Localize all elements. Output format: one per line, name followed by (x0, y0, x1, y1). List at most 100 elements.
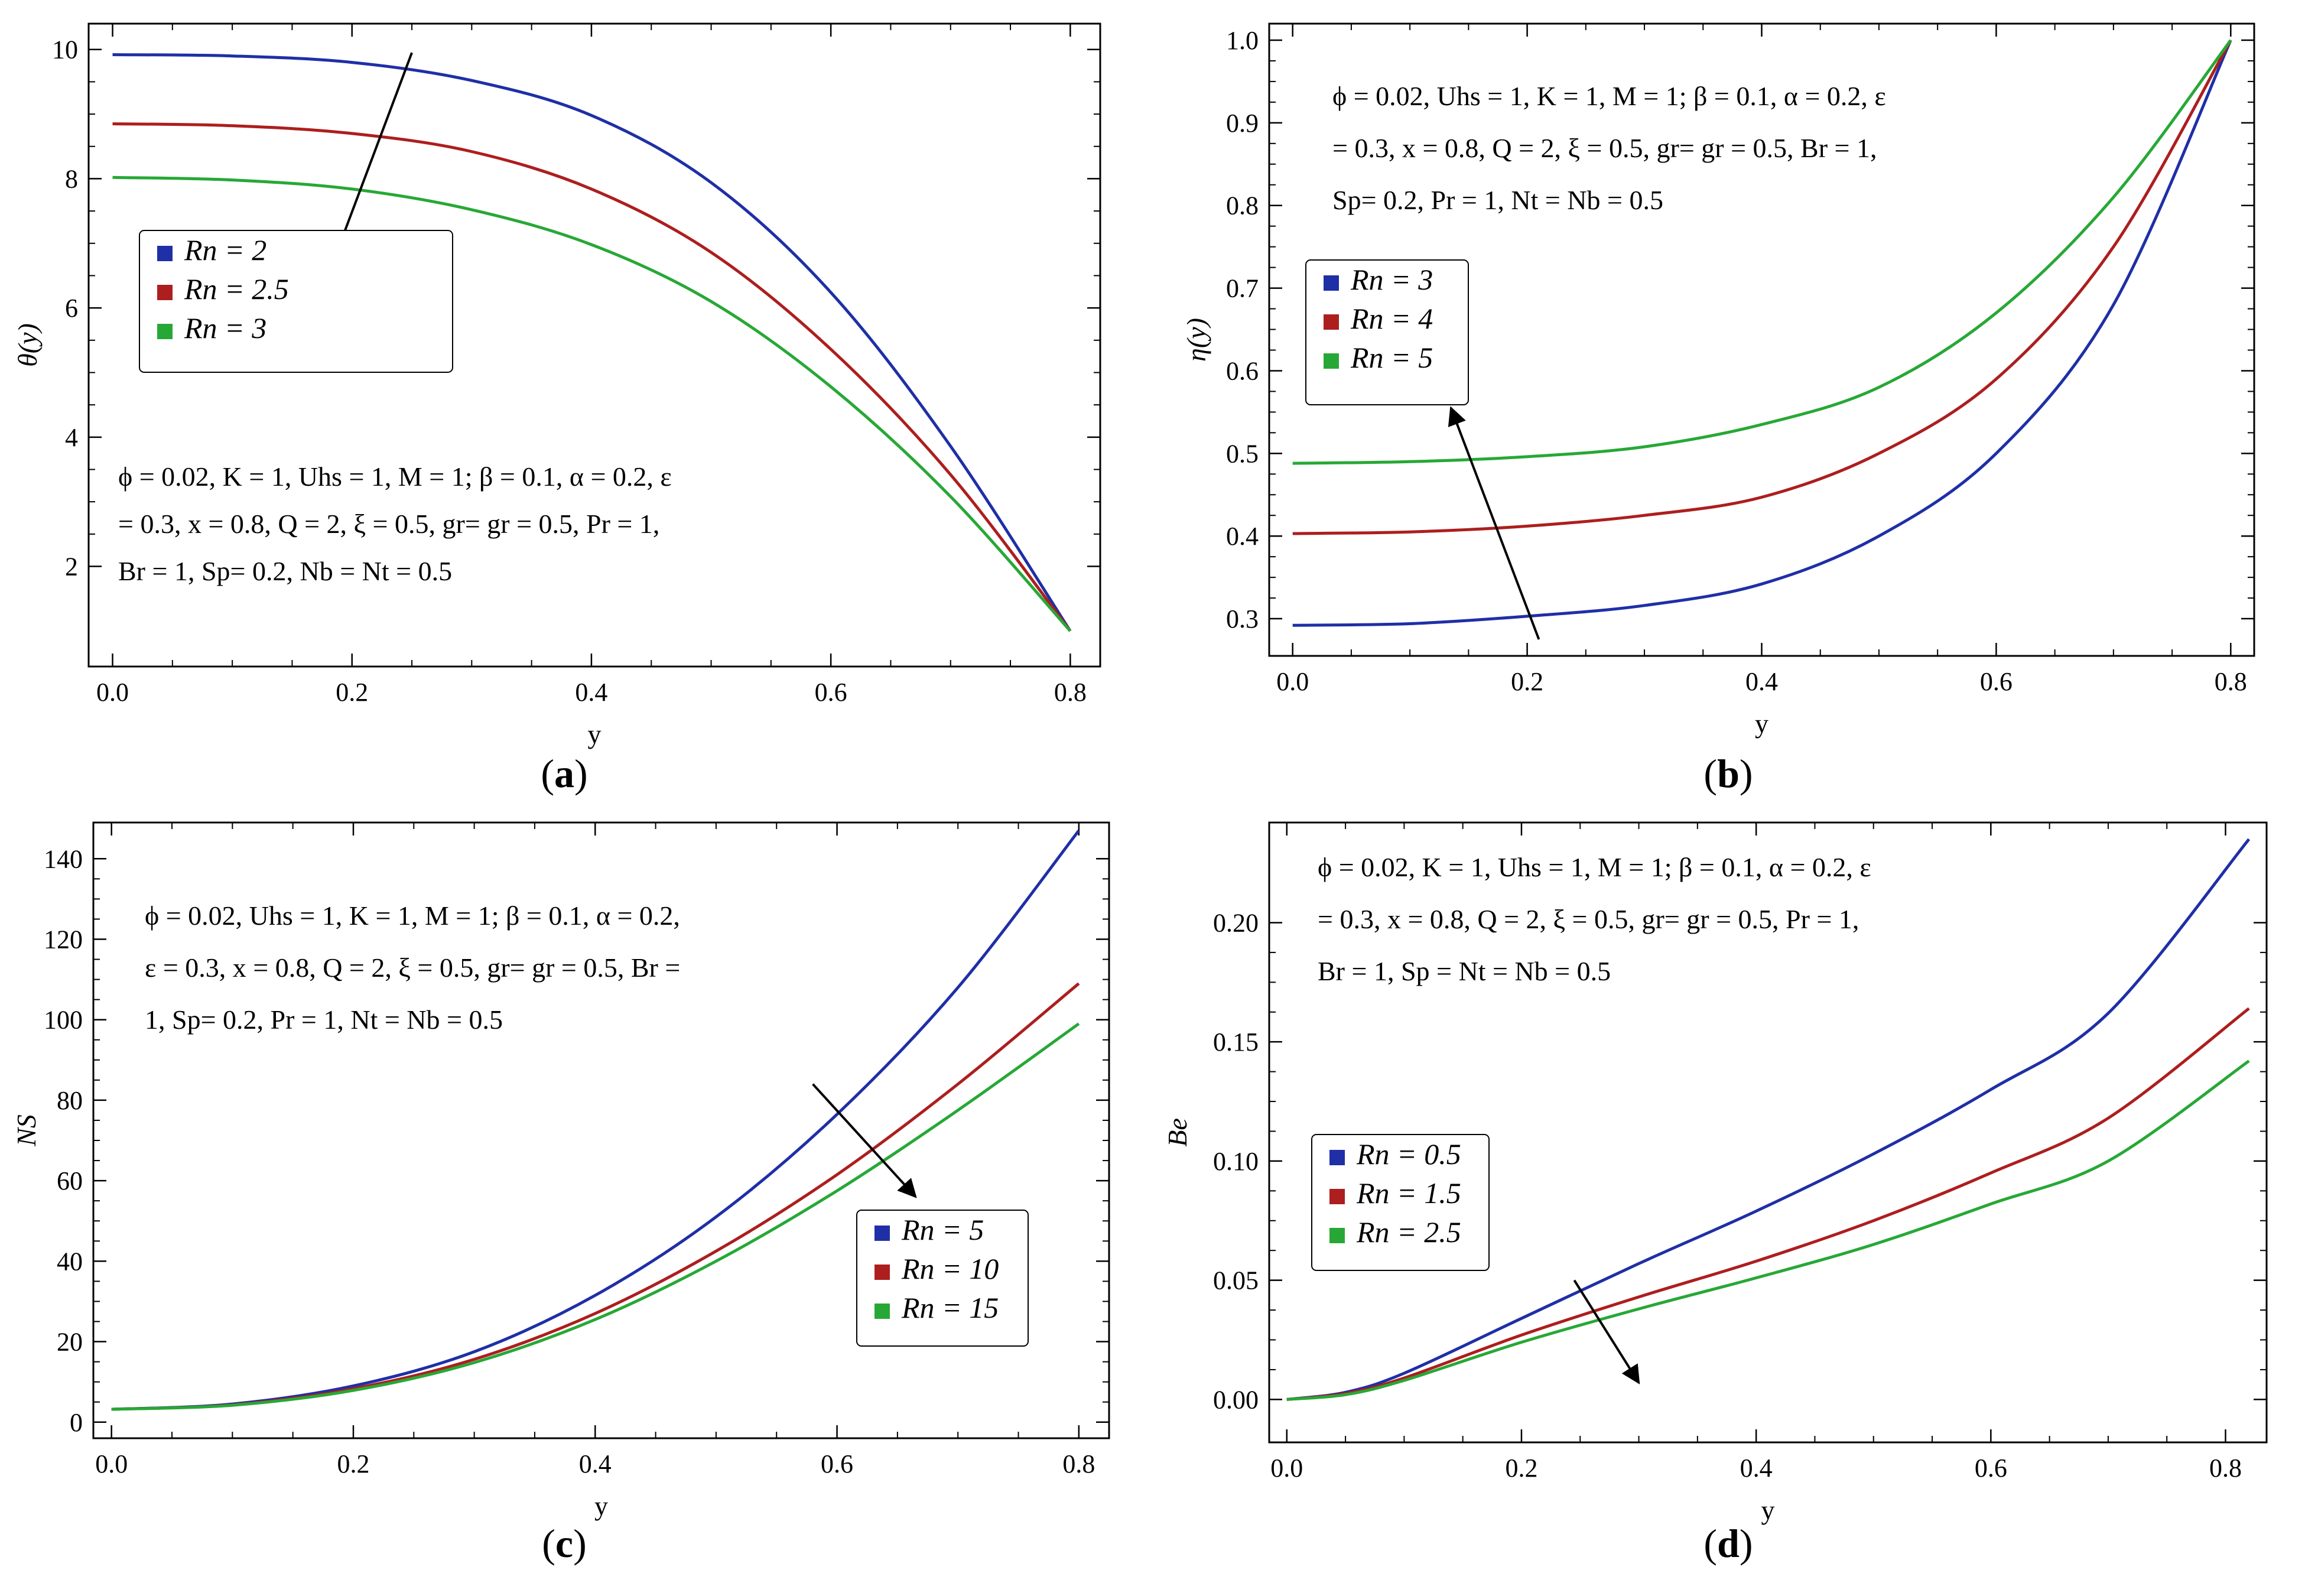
y-tick-label: 80 (57, 1086, 83, 1115)
legend-box (1311, 1134, 1490, 1271)
series-line (1286, 1007, 2250, 1401)
legend-swatch (157, 324, 173, 339)
legend-label: Rn = 2.5 (184, 272, 289, 305)
parameter-text: Sp= 0.2, Pr = 1, Nt = Nb = 0.5 (1332, 185, 1663, 215)
x-tick-label: 0.2 (1511, 667, 1543, 696)
legend-box (1305, 259, 1469, 405)
y-tick-label: 100 (44, 1006, 83, 1035)
legend-label: Rn = 5 (901, 1213, 984, 1246)
parameter-text: = 0.3, x = 0.8, Q = 2, ξ = 0.5, gr= gr =… (1332, 133, 1877, 163)
x-axis-label: y (594, 1491, 608, 1521)
y-tick-label: 0.8 (1226, 191, 1259, 220)
legend-swatch (157, 285, 173, 300)
series-line (112, 122, 1072, 632)
legend-swatch (874, 1226, 890, 1241)
y-tick-label: 0.7 (1226, 274, 1259, 303)
legend-swatch (1324, 314, 1339, 330)
x-tick-label: 0.8 (2215, 667, 2247, 696)
legend-swatch (874, 1304, 890, 1319)
x-axis-label: y (1755, 708, 1768, 739)
series-line (112, 175, 1072, 632)
y-tick-label: 0.9 (1226, 109, 1259, 138)
x-tick-label: 0.0 (1270, 1454, 1303, 1483)
trend-arrow (1448, 406, 1540, 640)
legend-box (139, 230, 453, 373)
y-tick-label: 0.6 (1226, 356, 1259, 385)
y-tick-label: 0.3 (1226, 604, 1259, 633)
x-tick-label: 0.0 (95, 1449, 128, 1478)
legend-label: Rn = 2 (184, 233, 266, 266)
panel-caption: (c) (542, 1521, 587, 1566)
y-tick-label: 60 (57, 1166, 83, 1195)
x-tick-label: 0.4 (575, 678, 607, 707)
legend-label: Rn = 15 (901, 1291, 999, 1324)
parameter-text: 1, Sp= 0.2, Pr = 1, Nt = Nb = 0.5 (145, 1005, 503, 1035)
y-axis-label: η(y) (1181, 318, 1211, 362)
legend-swatch (1329, 1150, 1345, 1165)
plot-frame (87, 22, 1101, 668)
x-tick-label: 0.4 (1740, 1454, 1773, 1483)
trend-arrow (1573, 1279, 1640, 1384)
x-tick-label: 0.6 (815, 678, 847, 707)
y-tick-label: 0 (70, 1408, 83, 1437)
series-line (112, 53, 1072, 632)
trend-arrow (812, 1083, 917, 1198)
plot-frame (92, 821, 1110, 1439)
y-tick-label: 0.5 (1226, 439, 1259, 468)
x-tick-label: 0.8 (1062, 1449, 1095, 1478)
y-tick-label: 120 (44, 925, 83, 954)
legend-label: Rn = 3 (1350, 263, 1433, 296)
legend-swatch (157, 246, 173, 261)
parameter-text: = 0.3, x = 0.8, Q = 2, ξ = 0.5, gr= gr =… (1318, 904, 1859, 934)
y-tick-label: 20 (57, 1328, 83, 1357)
series-line (1292, 39, 2232, 465)
series-line (1292, 39, 2232, 627)
panel-d: 0.0 0.2 0.4 0.6 0.8 0.00 0.05 0.10 0.15 0.20 y Be ϕ … (1162, 821, 2268, 1566)
parameter-text: Br = 1, Sp= 0.2, Nb = Nt = 0.5 (118, 556, 452, 586)
panel-c: 0.0 0.2 0.4 0.6 0.8 0 20 40 60 80 100 120 140 y NS ϕ = … (11, 821, 1110, 1566)
x-tick-label: 0.6 (1975, 1454, 2007, 1483)
y-axis-label: Be (1162, 1118, 1192, 1147)
series-line (1286, 1059, 2250, 1401)
y-tick-label: 4 (65, 423, 78, 452)
x-tick-label: 0.2 (336, 678, 368, 707)
legend-label: Rn = 0.5 (1356, 1137, 1461, 1171)
panel-caption: (b) (1703, 751, 1753, 796)
series-line (111, 1022, 1080, 1411)
parameter-text: ϕ = 0.02, K = 1, Uhs = 1, M = 1; β = 0.1… (118, 461, 672, 492)
y-tick-label: 40 (57, 1247, 83, 1276)
y-tick-label: 1.0 (1226, 26, 1259, 55)
legend-label: Rn = 1.5 (1356, 1176, 1461, 1210)
panel-a: 0.0 0.2 0.4 0.6 0.8 2 4 6 8 10 y θ(y) ϕ = 0.02, K = … (12, 22, 1101, 796)
y-tick-label: 0.4 (1226, 522, 1259, 551)
legend-swatch (1329, 1228, 1345, 1243)
plot-frame (1268, 821, 2268, 1444)
y-tick-label: 2 (65, 552, 78, 581)
legend-label: Rn = 2.5 (1356, 1215, 1461, 1249)
series-line (1292, 39, 2232, 535)
x-axis-label: y (1761, 1495, 1775, 1525)
y-axis-label: NS (11, 1114, 41, 1147)
series-line (1286, 838, 2251, 1401)
x-tick-label: 0.8 (1054, 678, 1087, 707)
y-tick-label: 6 (65, 294, 78, 323)
x-tick-label: 0.6 (1980, 667, 2013, 696)
y-tick-label: 0.00 (1213, 1385, 1259, 1414)
x-tick-label: 0.4 (579, 1449, 612, 1478)
parameter-text: = 0.3, x = 0.8, Q = 2, ξ = 0.5, gr= gr =… (118, 509, 659, 539)
y-tick-label: 0.10 (1213, 1147, 1259, 1176)
y-tick-label: 8 (65, 164, 78, 193)
x-tick-label: 0.8 (2209, 1454, 2242, 1483)
parameter-text: ϕ = 0.02, Uhs = 1, K = 1, M = 1; β = 0.1… (145, 901, 680, 931)
x-tick-label: 0.0 (96, 678, 129, 707)
parameter-text: ϕ = 0.02, K = 1, Uhs = 1, M = 1; β = 0.1… (1318, 852, 1871, 882)
legend-swatch (1324, 275, 1339, 291)
legend-label: Rn = 10 (901, 1252, 999, 1285)
legend-label: Rn = 5 (1350, 341, 1433, 374)
y-tick-label: 140 (44, 844, 83, 873)
x-axis-label: y (588, 719, 602, 749)
y-tick-label: 10 (52, 35, 78, 64)
y-tick-label: 0.15 (1213, 1028, 1259, 1057)
panel-b: 0.0 0.2 0.4 0.6 0.8 0.3 0.4 0.5 0.6 0.7 0.8 0.9 1.0 y… (1181, 22, 2255, 796)
